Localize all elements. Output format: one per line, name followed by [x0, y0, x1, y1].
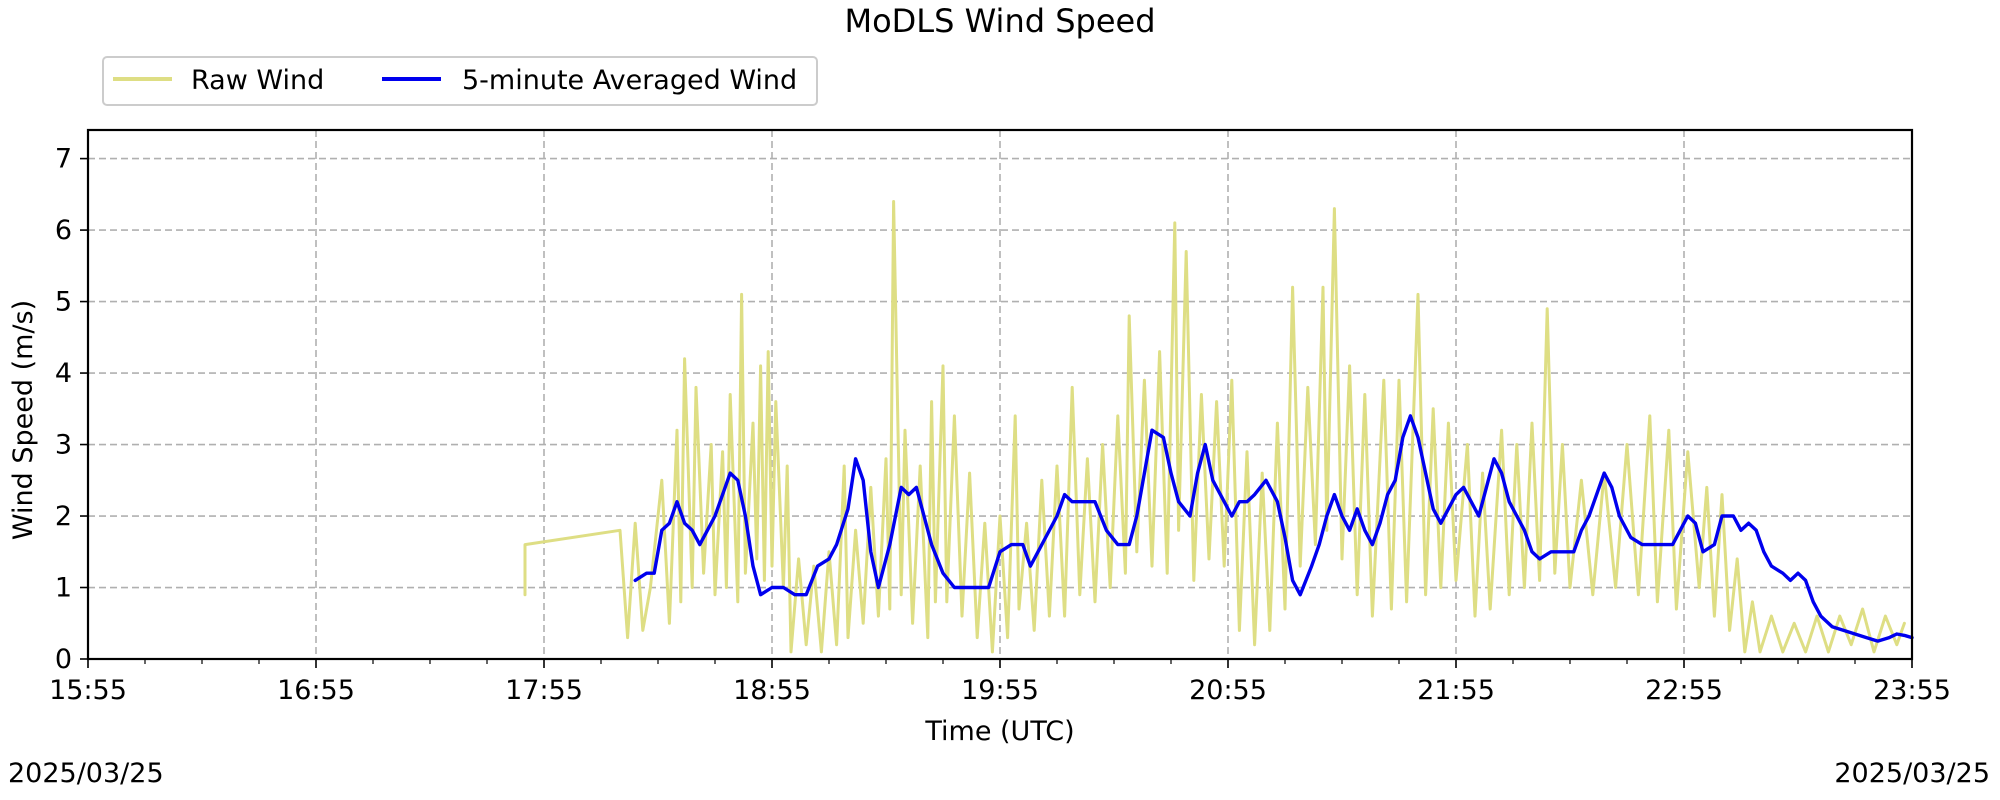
date-left: 2025/03/25 — [8, 758, 164, 789]
x-tick-label: 23:55 — [1873, 675, 1951, 706]
legend-label-avg: 5-minute Averaged Wind — [462, 65, 797, 96]
legend-label-raw: Raw Wind — [191, 65, 324, 96]
x-tick-label: 19:55 — [961, 675, 1039, 706]
date-right: 2025/03/25 — [1834, 758, 1990, 789]
x-tick-label: 20:55 — [1189, 675, 1267, 706]
plot-area — [523, 200, 1914, 654]
x-tick-label: 18:55 — [733, 675, 811, 706]
x-tick-label: 21:55 — [1417, 675, 1495, 706]
y-tick-label: 0 — [55, 644, 72, 675]
y-tick-label: 2 — [55, 501, 72, 532]
legend-box — [102, 56, 818, 106]
averaged-wind-line — [633, 414, 1914, 643]
x-tick-label: 22:55 — [1645, 675, 1723, 706]
raw-wind-line — [523, 200, 1906, 654]
y-tick-label: 5 — [55, 287, 72, 318]
x-tick-label: 15:55 — [49, 675, 127, 706]
plot-frame — [86, 128, 1914, 661]
x-tick-label: 16:55 — [277, 675, 355, 706]
y-tick-label: 7 — [55, 144, 72, 175]
legend: Raw Wind 5-minute Averaged Wind — [102, 56, 818, 106]
y-axis-label: Wind Speed (m/s) — [8, 300, 39, 540]
x-tick-label: 17:55 — [505, 675, 583, 706]
y-tick-label: 1 — [55, 573, 72, 604]
y-tick-label: 4 — [55, 358, 72, 389]
chart-title: MoDLS Wind Speed — [844, 2, 1155, 40]
y-tick-label: 3 — [55, 430, 72, 461]
y-tick-label: 6 — [55, 215, 72, 246]
axes: 0 1 2 3 4 5 6 7 15:55 16:55 17:55 18:55 19:55 20:55 21… — [49, 128, 1951, 706]
x-axis-label: Time (UTC) — [924, 716, 1074, 747]
